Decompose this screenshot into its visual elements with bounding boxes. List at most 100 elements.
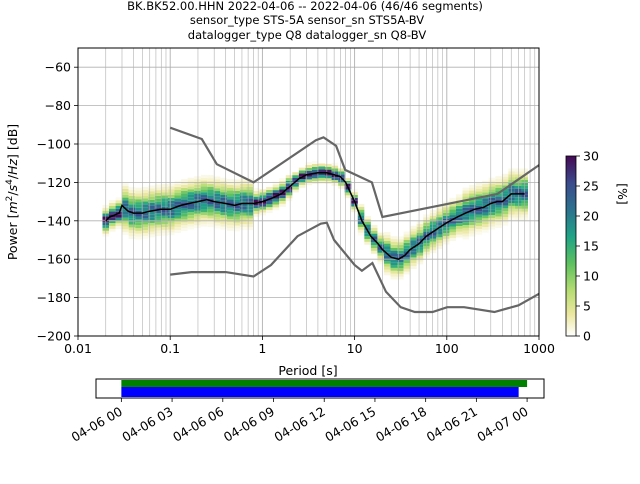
density-cell: [475, 191, 483, 195]
timeline-data-bar: [121, 380, 528, 387]
density-cell: [338, 171, 345, 175]
density-cell: [429, 218, 437, 222]
density-cell: [207, 178, 214, 181]
density-cell: [488, 209, 496, 213]
density-cell: [449, 232, 456, 236]
density-cell: [488, 223, 496, 227]
density-cell: [364, 236, 371, 239]
density-cell: [403, 237, 411, 240]
density-cell: [318, 172, 326, 176]
y-tick-label: −200: [37, 329, 71, 344]
density-cell: [455, 202, 463, 206]
y-tick-label: −100: [37, 137, 71, 152]
density-cell: [207, 175, 214, 179]
density-cell: [416, 232, 424, 236]
density-cell: [442, 212, 450, 216]
density-cell: [469, 190, 476, 194]
density-cell: [194, 182, 201, 185]
density-cell: [128, 236, 136, 239]
density-cell: [383, 255, 391, 259]
x-tick-label: 1: [258, 341, 266, 356]
probability-density-cells: [102, 161, 528, 280]
density-cell: [501, 179, 509, 183]
density-cell: [403, 234, 411, 238]
density-cell: [148, 234, 155, 238]
density-cell: [154, 216, 162, 219]
density-cell: [187, 186, 195, 190]
title-line-3: datalogger_type Q8 datalogger_sn Q8-BV: [188, 28, 427, 42]
density-cell: [455, 226, 463, 229]
density-cell: [383, 269, 391, 273]
density-cell: [187, 223, 195, 227]
density-cell: [246, 206, 254, 210]
density-cell: [207, 198, 214, 202]
density-cell: [397, 273, 404, 277]
density-cell: [338, 168, 345, 172]
density-cell: [167, 197, 175, 201]
density-cell: [226, 225, 234, 228]
density-cell: [462, 204, 470, 208]
density-cell: [161, 201, 168, 204]
density-cell: [475, 182, 483, 186]
density-cell: [246, 204, 254, 207]
density-cell: [272, 187, 280, 191]
density-cell: [416, 252, 424, 256]
density-cell: [109, 220, 116, 224]
density-cell: [207, 203, 214, 207]
density-cell: [397, 250, 404, 254]
density-cell: [194, 213, 201, 217]
density-cell: [128, 201, 136, 205]
density-cell: [246, 221, 254, 225]
density-cell: [397, 239, 404, 243]
density-cell: [501, 214, 509, 217]
density-cell: [187, 215, 195, 219]
density-cell: [239, 215, 247, 219]
timeline-tick-label: 04-06 12: [272, 404, 328, 445]
density-cell: [508, 191, 515, 195]
density-cell: [148, 220, 155, 223]
density-cell: [429, 233, 437, 236]
x-tick-label: 100: [435, 341, 459, 356]
density-cell: [495, 213, 502, 217]
density-cell: [508, 188, 515, 192]
density-cell: [226, 181, 234, 185]
density-cell: [148, 211, 155, 215]
density-cell: [482, 183, 489, 187]
colorbar-tick-label: 5: [583, 299, 591, 314]
density-cell: [305, 176, 312, 180]
density-cell: [213, 188, 221, 192]
density-cell: [194, 196, 201, 200]
density-cell: [181, 207, 188, 211]
density-cell: [482, 186, 489, 190]
colorbar-tick-label: 20: [583, 209, 599, 224]
density-cell: [469, 204, 476, 208]
density-cell: [181, 199, 188, 203]
density-cell: [161, 218, 168, 222]
density-cell: [167, 206, 175, 210]
density-cell: [501, 202, 509, 206]
density-cell: [154, 221, 162, 225]
density-cell: [482, 212, 489, 216]
density-cell: [207, 212, 214, 216]
density-cell: [233, 182, 240, 186]
density-cell: [377, 244, 384, 248]
density-cell: [246, 224, 254, 228]
density-cell: [226, 210, 234, 214]
density-cell: [194, 207, 201, 211]
density-cell: [181, 205, 188, 208]
density-cell: [141, 201, 149, 205]
density-cell: [331, 168, 339, 172]
density-cell: [174, 206, 182, 210]
density-cell: [122, 203, 129, 207]
density-cell: [148, 222, 155, 226]
density-cell: [469, 230, 476, 234]
density-cell: [455, 217, 463, 221]
density-cell: [213, 179, 221, 183]
density-cell: [220, 206, 227, 210]
density-cell: [141, 198, 149, 202]
density-cell: [508, 177, 515, 180]
density-cell: [364, 215, 371, 219]
density-cell: [403, 254, 411, 258]
density-cell: [128, 230, 136, 234]
